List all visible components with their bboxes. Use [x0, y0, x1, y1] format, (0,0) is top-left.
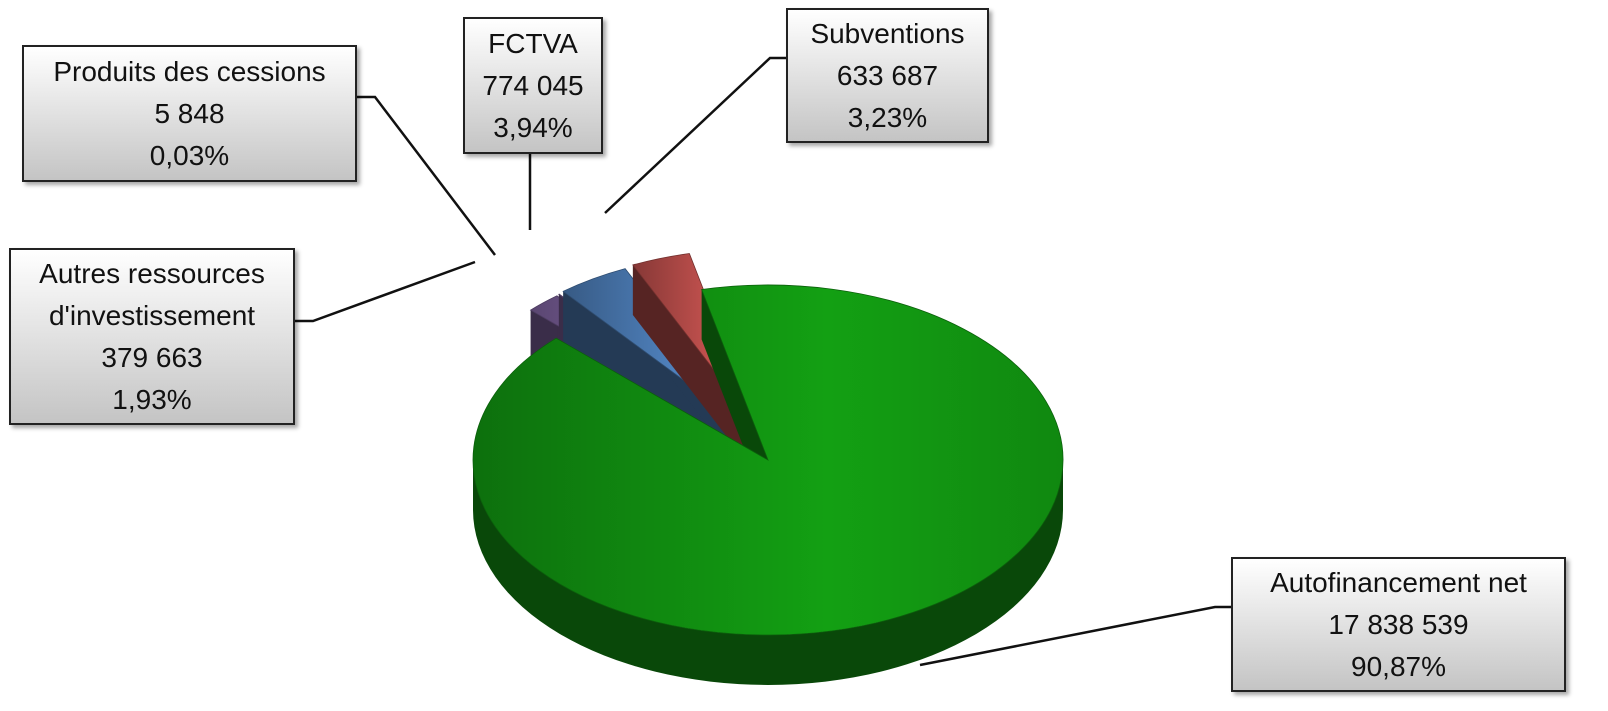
slice-edge: [632, 264, 756, 475]
leader-line: [357, 95, 496, 256]
label-percent: 3,94%: [493, 111, 573, 143]
data-label: Subventions 633 687 3,23%: [786, 8, 989, 143]
data-label: Autofinancement net 17 838 539 90,87%: [1231, 557, 1566, 692]
leader-line: [295, 260, 476, 323]
label-value: 633 687: [836, 59, 939, 91]
leader-line: [604, 56, 786, 214]
leader-line: [919, 605, 1231, 667]
label-value: 379 663: [101, 341, 203, 373]
label-percent: 1,93%: [112, 383, 192, 415]
label-name: Produits des cessions: [53, 55, 326, 87]
label-percent: 3,23%: [847, 101, 928, 133]
label-percent: 90,87%: [1351, 650, 1446, 682]
label-name: Autofinancement net: [1270, 566, 1527, 598]
label-value: 774 045: [482, 69, 584, 101]
slice-side: [473, 460, 1063, 685]
pie-slice: [472, 284, 1064, 636]
data-label: FCTVA 774 045 3,94%: [463, 17, 603, 154]
data-label: Autres ressources d'investissement 379 6…: [9, 248, 295, 425]
data-label: Produits des cessions 5 848 0,03%: [22, 45, 357, 182]
label-value: 17 838 539: [1328, 608, 1469, 640]
label-value: 5 848: [154, 97, 225, 129]
label-name: FCTVA: [488, 27, 578, 59]
label-percent: 0,03%: [149, 139, 230, 171]
label-name: Subventions: [810, 17, 965, 49]
label-name: Autres ressources d'investissement: [39, 257, 265, 331]
